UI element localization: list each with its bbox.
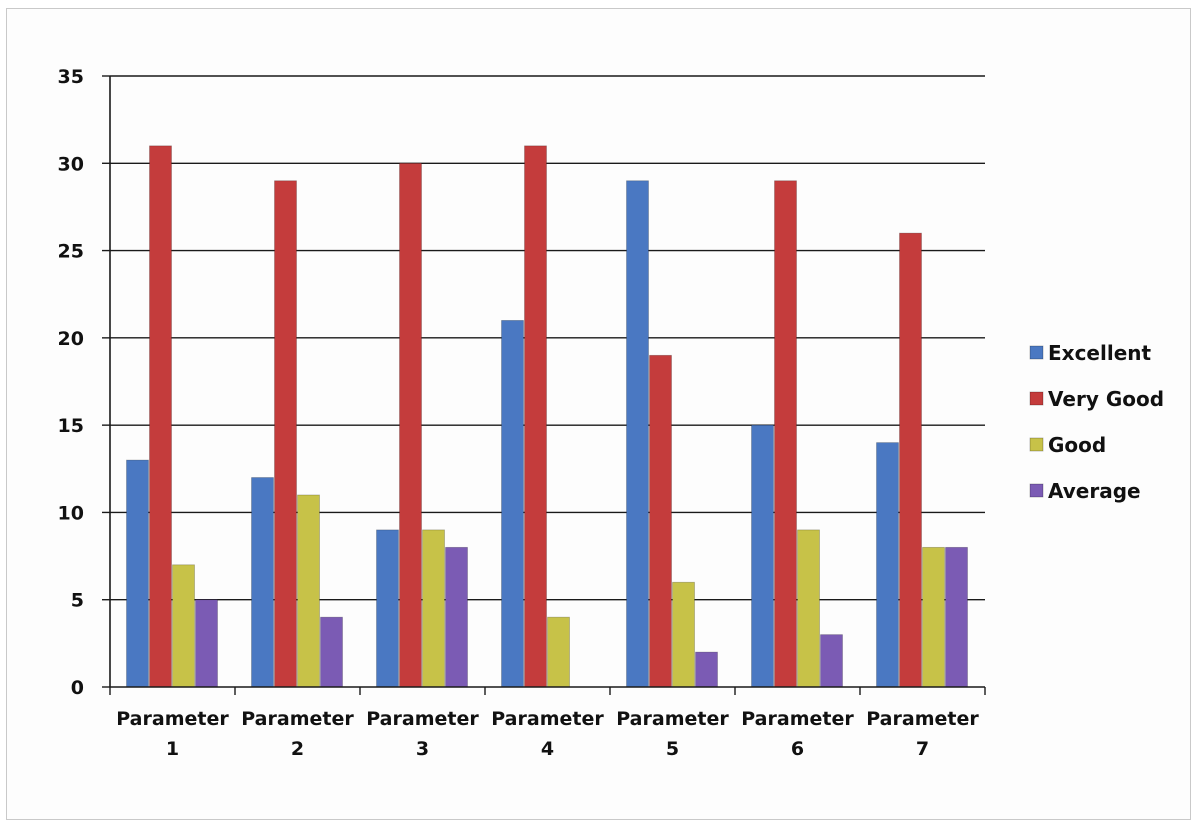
y-tick-label: 30 (58, 153, 84, 175)
y-tick-label: 20 (58, 328, 84, 350)
legend-label: Good (1048, 433, 1106, 457)
bar-very-good-5 (650, 355, 672, 687)
bar-excellent-7 (877, 443, 899, 687)
bar-good-3 (423, 530, 445, 687)
bar-good-7 (923, 547, 945, 687)
axes (110, 76, 985, 695)
legend-swatch (1030, 484, 1043, 497)
x-category-label: Parameter (116, 708, 229, 730)
bar-very-good-1 (150, 146, 172, 687)
bar-good-1 (173, 565, 195, 687)
bar-very-good-7 (900, 233, 922, 687)
x-category-label: Parameter (241, 708, 354, 730)
bar-good-6 (798, 530, 820, 687)
bar-good-4 (548, 617, 570, 687)
x-category-label: 6 (791, 738, 804, 760)
bar-good-2 (298, 495, 320, 687)
legend-label: Very Good (1048, 387, 1164, 411)
legend-label: Excellent (1048, 341, 1151, 365)
bar-very-good-3 (400, 163, 422, 687)
bar-average-6 (821, 635, 843, 687)
x-category-label: Parameter (491, 708, 604, 730)
y-tick-label: 0 (71, 677, 84, 699)
bar-excellent-4 (502, 320, 524, 687)
x-category-label: 2 (291, 738, 304, 760)
x-category-label: 1 (166, 738, 179, 760)
legend-label: Average (1048, 479, 1141, 503)
bar-average-5 (696, 652, 718, 687)
bar-excellent-3 (377, 530, 399, 687)
bar-excellent-5 (627, 181, 649, 687)
bar-very-good-6 (775, 181, 797, 687)
x-axis-category-labels: Parameter 1 Parameter 2 Parameter 3 Parameter 4… (116, 708, 979, 760)
x-category-label: Parameter (616, 708, 729, 730)
bar-good-5 (673, 582, 695, 687)
y-tick-label: 5 (71, 590, 84, 612)
bar-very-good-2 (275, 181, 297, 687)
bar-excellent-2 (252, 478, 274, 687)
y-tick-label: 10 (58, 502, 84, 524)
x-category-label: Parameter (366, 708, 479, 730)
bar-average-1 (196, 600, 218, 687)
bars (127, 146, 968, 687)
y-tick-label: 15 (58, 415, 84, 437)
x-category-label: 3 (416, 738, 429, 760)
bar-average-7 (946, 547, 968, 687)
legend-swatch (1030, 392, 1043, 405)
bar-excellent-6 (752, 425, 774, 687)
x-category-label: Parameter (866, 708, 979, 730)
x-category-label: 5 (666, 738, 679, 760)
legend: Excellent Very Good Good Average (1030, 341, 1164, 503)
legend-swatch (1030, 438, 1043, 451)
y-tick-label: 25 (58, 241, 84, 263)
y-tick-label: 35 (58, 66, 84, 88)
x-category-label: 4 (541, 738, 554, 760)
x-category-label: 7 (916, 738, 929, 760)
x-category-label: Parameter (741, 708, 854, 730)
legend-swatch (1030, 346, 1043, 359)
y-axis-tick-labels: 0 5 10 15 20 25 30 35 (58, 66, 84, 699)
bar-average-3 (446, 547, 468, 687)
bar-very-good-4 (525, 146, 547, 687)
bar-excellent-1 (127, 460, 149, 687)
bar-average-2 (321, 617, 343, 687)
